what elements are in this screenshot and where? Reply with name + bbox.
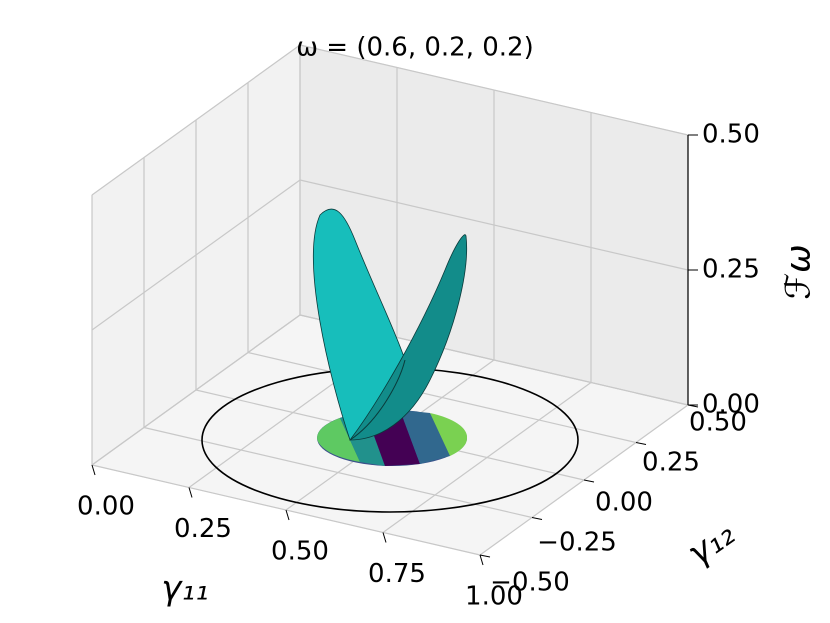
chart-title: ω = (0.6, 0.2, 0.2) (296, 33, 533, 63)
y-tick-label: 0.00 (595, 488, 653, 518)
z-tick-label: 0.50 (702, 120, 760, 150)
y-tick (635, 442, 647, 445)
lobe-right (349, 234, 467, 441)
y-tick (583, 479, 595, 483)
x-tick-label: 0.25 (174, 514, 232, 544)
surface (313, 208, 467, 441)
grid (91, 44, 689, 556)
grid-line (247, 351, 637, 444)
x-tick-label: 0.00 (77, 492, 135, 522)
x-tick (382, 532, 387, 543)
x-tick (188, 487, 193, 498)
x-tick (91, 464, 96, 476)
grid-line (91, 44, 301, 196)
grid-line (299, 44, 689, 136)
disc-band (317, 418, 360, 462)
disc-band (430, 413, 468, 456)
y-tick-label: 0.25 (642, 448, 700, 478)
y-tick-label: −0.50 (490, 568, 570, 598)
y-axis-label: γ₁₂ (680, 514, 742, 574)
x-tick-label: 0.75 (368, 559, 426, 589)
z-axis-label: ℱω (779, 244, 819, 299)
z-tick-label: 0.00 (702, 390, 760, 420)
y-tick-label: −0.25 (537, 528, 617, 558)
grid-line (299, 179, 689, 271)
x-tick-label: 0.50 (271, 537, 329, 567)
y-tick-label: 0.50 (689, 408, 747, 438)
x-tick (479, 554, 484, 566)
lobe-edge (349, 359, 406, 441)
grid-line (143, 426, 533, 519)
x-axis-label: γ₁₁ (161, 569, 208, 609)
x-tick-label: 1.00 (465, 582, 523, 612)
x-tick (285, 509, 290, 521)
grid-line (91, 314, 301, 466)
z-tick-label: 0.25 (702, 255, 760, 285)
y-tick (479, 554, 491, 558)
disc-band (400, 410, 450, 464)
panes (90, 44, 690, 556)
y-tick (531, 517, 543, 520)
grid-line (91, 179, 301, 331)
